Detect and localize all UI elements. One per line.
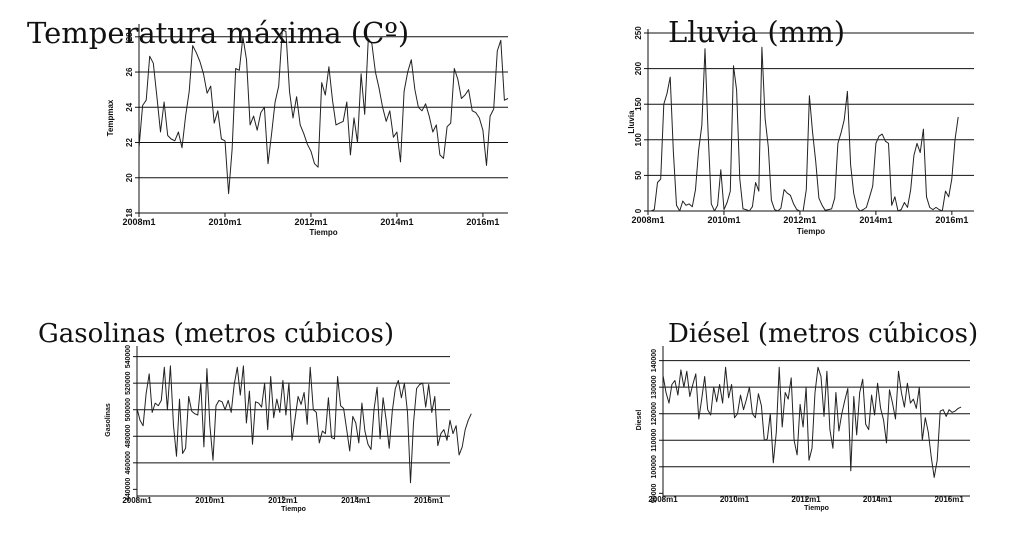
- y-tick-label: 250: [634, 26, 643, 40]
- x-tick-label: 2012m1: [268, 496, 298, 505]
- y-tick-label: 120000: [651, 402, 658, 425]
- series-line: [662, 366, 962, 478]
- x-axis-title: Tiempo: [281, 506, 306, 513]
- chart-title: Temperatura máxima (Cº): [27, 16, 409, 50]
- y-tick-label: 480000: [125, 424, 132, 447]
- series-line: [138, 29, 509, 195]
- y-tick-label: 520000: [125, 371, 132, 394]
- x-tick-label: 2012m1: [294, 217, 327, 227]
- x-tick-label: 2008m1: [631, 215, 664, 225]
- x-tick-label: 2012m1: [783, 215, 816, 225]
- x-tick-label: 2014m1: [380, 217, 413, 227]
- y-axis-title: Gasolinas: [105, 403, 112, 437]
- y-axis-title: Diesel: [636, 410, 643, 431]
- y-tick-label: 110000: [651, 429, 658, 452]
- chart-title: Gasolinas (metros cúbicos): [38, 319, 394, 349]
- x-axis-title: Tiempo: [797, 227, 825, 236]
- x-tick-label: 2010m1: [208, 217, 241, 227]
- y-tick-label: 0: [634, 208, 643, 213]
- x-tick-label: 2008m1: [122, 217, 155, 227]
- y-axis-title: Tempmax: [106, 99, 115, 136]
- y-tick-label: 18: [125, 208, 134, 217]
- y-tick-label: 150: [634, 97, 643, 111]
- x-tick-label: 2014m1: [863, 495, 893, 504]
- x-tick-label: 2008m1: [648, 495, 678, 504]
- chart-title: Lluvia (mm): [668, 15, 845, 49]
- y-tick-label: 50: [634, 170, 643, 179]
- x-tick-label: 2010m1: [720, 495, 750, 504]
- y-tick-label: 460000: [125, 451, 132, 474]
- y-tick-label: 28: [125, 32, 134, 41]
- x-tick-label: 2010m1: [195, 496, 225, 505]
- x-tick-label: 2014m1: [859, 215, 892, 225]
- x-tick-label: 2008m1: [122, 496, 152, 505]
- series-line: [136, 365, 472, 484]
- y-tick-label: 24: [125, 102, 134, 111]
- y-tick-label: 20: [125, 173, 134, 182]
- y-tick-label: 22: [125, 138, 134, 147]
- series-line: [648, 46, 959, 212]
- x-tick-label: 2014m1: [341, 496, 371, 505]
- y-tick-label: 130000: [651, 375, 658, 398]
- y-tick-label: 540000: [125, 345, 132, 368]
- x-axis-title: Tiempo: [804, 505, 829, 512]
- chart-panel-1: 18 20 22 24 26 28 2008m1 2010m1 2012m1 2014m1 2016…: [27, 16, 509, 237]
- chart-panel-3: 440000 460000 480000 500000 520000 540000 2008…: [38, 319, 472, 513]
- y-axis-title: Lluvia: [627, 110, 636, 134]
- chart-panel-2: 0 50 100 150 200 250 2008m1 2010m1 2012m1 2014m1 2…: [627, 15, 974, 236]
- y-tick-label: 140000: [651, 349, 658, 372]
- x-tick-label: 2016m1: [466, 217, 499, 227]
- y-tick-label: 200: [634, 61, 643, 75]
- y-tick-label: 26: [125, 67, 134, 76]
- y-tick-label: 440000: [125, 478, 132, 501]
- x-tick-label: 2010m1: [707, 215, 740, 225]
- x-tick-label: 2012m1: [791, 495, 821, 504]
- y-tick-label: 90000: [651, 484, 658, 504]
- x-tick-label: 2016m1: [935, 215, 968, 225]
- x-axis-title: Tiempo: [309, 228, 337, 237]
- x-tick-label: 2016m1: [414, 496, 444, 505]
- chart-title: Diésel (metros cúbicos): [668, 319, 978, 349]
- y-tick-label: 100: [634, 133, 643, 147]
- y-tick-label: 500000: [125, 398, 132, 421]
- y-tick-label: 100000: [651, 455, 658, 478]
- x-tick-label: 2016m1: [934, 495, 964, 504]
- chart-panel-4: 90000 100000 110000 120000 130000 140000 2008m…: [636, 319, 978, 512]
